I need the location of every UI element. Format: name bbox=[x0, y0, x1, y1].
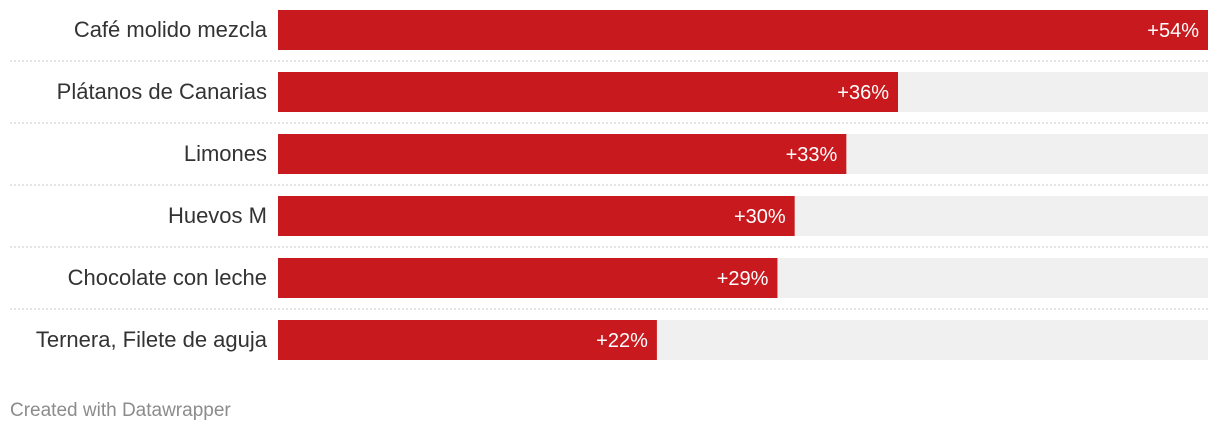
datawrapper-credit: Created with Datawrapper bbox=[10, 400, 231, 421]
bar bbox=[278, 10, 1208, 50]
value-label: +30% bbox=[734, 206, 786, 228]
category-label: Ternera, Filete de aguja bbox=[36, 327, 268, 352]
value-label: +54% bbox=[1147, 20, 1199, 42]
bar bbox=[278, 134, 847, 174]
value-label: +22% bbox=[596, 330, 648, 352]
bar bbox=[278, 196, 795, 236]
category-label: Plátanos de Canarias bbox=[57, 79, 267, 104]
value-label: +36% bbox=[837, 82, 889, 104]
category-label: Huevos M bbox=[168, 203, 267, 228]
value-label: +29% bbox=[717, 268, 769, 290]
bar bbox=[278, 258, 778, 298]
bar bbox=[278, 72, 898, 112]
bar-chart: Café molido mezcla +54% Plátanos de Canari… bbox=[10, 10, 1208, 360]
bar bbox=[278, 320, 657, 360]
value-label: +33% bbox=[786, 144, 838, 166]
category-label: Chocolate con leche bbox=[68, 265, 267, 290]
category-label: Café molido mezcla bbox=[74, 17, 268, 42]
category-label: Limones bbox=[184, 141, 267, 166]
